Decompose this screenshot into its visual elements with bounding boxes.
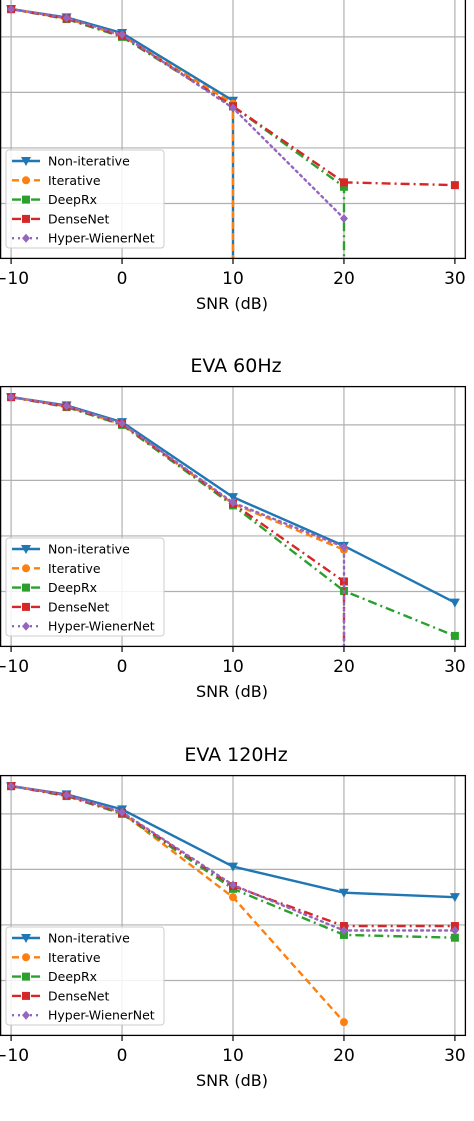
legend-label: DeepRx xyxy=(48,969,97,984)
axes-frame xyxy=(0,774,467,1037)
chart-panel-2: EVA 60Hz −10 0 10 20 30 SNR (dB) Non-iterative I… xyxy=(0,355,467,701)
legend-label: Iterative xyxy=(48,561,101,576)
legend-label: Hyper-WienerNet xyxy=(48,1008,155,1023)
legend-marker xyxy=(22,583,30,592)
data-point xyxy=(62,401,71,411)
legend-marker xyxy=(21,545,31,554)
legend-label: Hyper-WienerNet xyxy=(48,231,155,246)
x-tick-label: 20 xyxy=(333,1046,355,1066)
legend-marker xyxy=(22,991,30,1000)
legend-box xyxy=(5,537,165,637)
series-group xyxy=(6,4,459,259)
legend: Non-iterative Iterative DeepRx DenseNet Hype… xyxy=(5,926,165,1026)
chart-panel-1: −10 0 10 20 30 SNR (dB) Non-iterative Iterative… xyxy=(0,0,467,313)
data-point xyxy=(339,1018,348,1027)
data-point xyxy=(229,103,237,113)
legend-marker xyxy=(21,157,31,166)
data-point xyxy=(450,925,459,935)
x-tick-label: 0 xyxy=(117,269,128,289)
data-point xyxy=(339,925,348,935)
legend-label: Non-iterative xyxy=(48,542,130,557)
data-point xyxy=(449,598,460,608)
x-tick-label: −10 xyxy=(0,269,29,289)
x-tick-label: 10 xyxy=(222,1046,244,1066)
data-point xyxy=(228,493,238,503)
data-point xyxy=(339,213,348,223)
legend-marker xyxy=(22,1010,30,1020)
legend-label: Non-iterative xyxy=(48,931,130,946)
series-group xyxy=(6,392,460,647)
data-point xyxy=(62,790,71,800)
x-tick-label: 0 xyxy=(117,1046,128,1066)
legend-marker xyxy=(22,564,30,573)
legend-marker xyxy=(22,233,30,243)
legend-label: Hyper-WienerNet xyxy=(48,619,155,634)
x-axis-label: SNR (dB) xyxy=(196,682,268,701)
data-point xyxy=(339,542,348,552)
data-point xyxy=(7,4,16,14)
x-tick-label: −10 xyxy=(0,657,29,677)
data-point xyxy=(339,182,348,191)
data-point xyxy=(450,933,459,942)
axes-frame xyxy=(0,0,467,260)
x-tick-label: 20 xyxy=(333,657,355,677)
legend-box xyxy=(5,926,165,1026)
x-axis-label: SNR (dB) xyxy=(196,294,268,313)
series-line-2 xyxy=(10,395,345,551)
legend-marker xyxy=(22,972,30,981)
legend-marker xyxy=(22,176,30,185)
data-point xyxy=(118,418,127,428)
data-point xyxy=(118,807,127,817)
legend-marker xyxy=(22,953,30,962)
x-axis-label: SNR (dB) xyxy=(196,1071,268,1090)
legend-marker xyxy=(22,195,30,204)
data-point xyxy=(62,13,71,23)
legend-marker xyxy=(22,214,30,223)
legend-label: DenseNet xyxy=(48,599,109,614)
chart-panel-3: EVA 120Hz −10 0 10 20 30 SNR (dB) Non-iterative… xyxy=(0,744,467,1090)
data-point xyxy=(228,862,238,872)
legend-marker xyxy=(22,602,30,611)
legend-marker xyxy=(22,621,30,631)
x-tick-label: 30 xyxy=(444,657,466,677)
data-point xyxy=(229,893,237,902)
chart-title: EVA 60Hz xyxy=(190,355,281,377)
legend-label: DenseNet xyxy=(48,988,109,1003)
x-tick-label: 30 xyxy=(444,1046,466,1066)
data-point xyxy=(118,30,127,40)
series-line-5 xyxy=(9,395,346,647)
legend-label: DenseNet xyxy=(48,211,109,226)
data-point xyxy=(450,181,459,190)
x-tick-label: −10 xyxy=(0,1046,29,1066)
data-point xyxy=(339,178,348,187)
chart-title: EVA 120Hz xyxy=(184,744,287,766)
data-point xyxy=(449,893,460,903)
data-point xyxy=(338,888,349,898)
x-tick-label: 10 xyxy=(222,657,244,677)
legend: Non-iterative Iterative DeepRx DenseNet Hype… xyxy=(5,537,165,637)
legend-label: Iterative xyxy=(48,173,101,188)
legend-label: DeepRx xyxy=(48,192,97,207)
series-group xyxy=(6,781,460,1027)
data-point xyxy=(7,392,16,402)
x-tick-label: 0 xyxy=(117,657,128,677)
data-point xyxy=(7,781,16,791)
legend-box xyxy=(5,149,165,249)
legend-label: DeepRx xyxy=(48,580,97,595)
x-tick-label: 30 xyxy=(444,269,466,289)
legend-marker xyxy=(21,934,31,943)
legend: Non-iterative Iterative DeepRx DenseNet Hype… xyxy=(5,149,165,249)
legend-label: Iterative xyxy=(48,950,101,965)
series-line-5 xyxy=(9,784,457,932)
data-point xyxy=(229,880,237,890)
x-tick-label: 10 xyxy=(222,269,244,289)
legend-label: Non-iterative xyxy=(48,154,130,169)
axes-frame xyxy=(0,385,467,648)
x-tick-label: 20 xyxy=(333,269,355,289)
data-point xyxy=(229,498,237,508)
data-point xyxy=(450,631,459,640)
